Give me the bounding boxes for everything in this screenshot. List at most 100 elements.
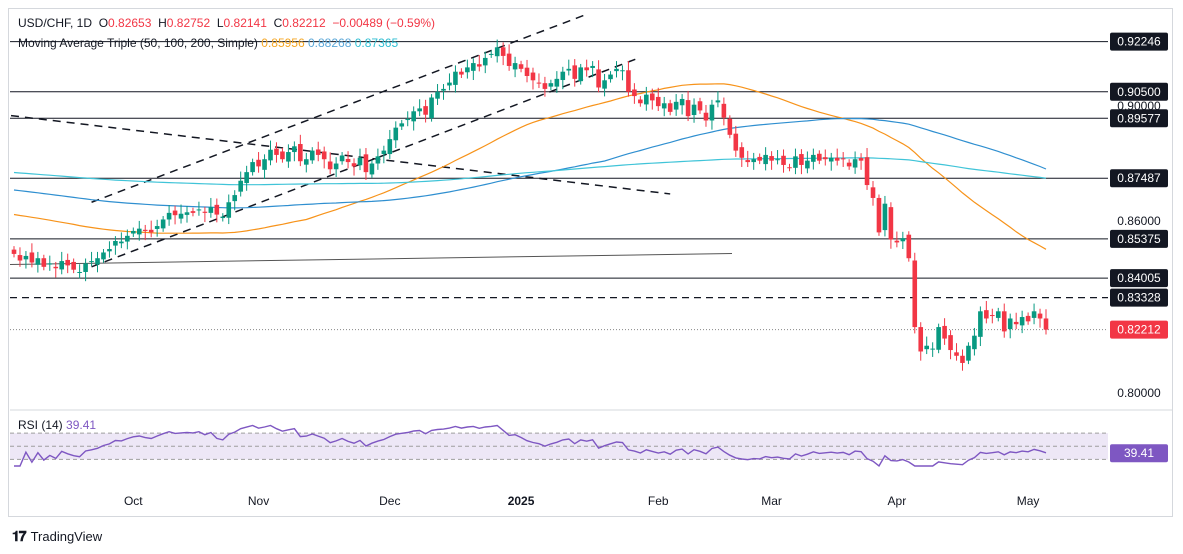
candle — [232, 195, 238, 202]
candle — [369, 163, 375, 175]
candle — [715, 100, 721, 103]
candle — [494, 47, 500, 57]
candle — [769, 156, 774, 161]
sma200-line — [13, 157, 1047, 186]
candle — [811, 154, 816, 162]
candle — [35, 258, 41, 265]
candle — [661, 103, 667, 109]
candle — [131, 230, 136, 234]
candle — [822, 157, 828, 160]
candle — [256, 159, 261, 167]
candle — [518, 64, 524, 69]
candle — [560, 71, 566, 81]
candle — [805, 160, 810, 169]
candle — [572, 65, 578, 79]
candle — [11, 249, 17, 254]
candle — [476, 64, 482, 67]
descending-trendline — [10, 114, 671, 195]
ma100-value: 0.88268 — [308, 36, 352, 50]
candle — [548, 83, 554, 87]
candle — [834, 157, 840, 161]
upper-channel-line — [91, 13, 587, 203]
candle — [1007, 318, 1013, 330]
candle — [1001, 311, 1007, 332]
candle — [673, 101, 679, 110]
candle — [763, 154, 768, 165]
candle — [775, 159, 780, 161]
candle — [936, 327, 941, 350]
level-label-5-bg — [1110, 269, 1168, 288]
candle — [584, 67, 589, 71]
footer-brand[interactable]: 𝟏𝟕 TradingView — [12, 528, 102, 545]
candle — [405, 119, 411, 121]
change-value: −0.00489 (−0.59%) — [332, 16, 436, 30]
candle — [840, 158, 846, 160]
level-label-5: 0.84005 — [1117, 271, 1161, 285]
candle — [697, 101, 703, 111]
level-label-4-bg — [1110, 229, 1168, 248]
x-tick-label-4: Feb — [648, 494, 669, 508]
brand-label: TradingView — [30, 529, 103, 544]
candle — [888, 207, 894, 240]
candle — [954, 352, 959, 356]
candle — [125, 235, 130, 242]
candle — [524, 67, 530, 76]
candle — [309, 150, 315, 161]
ma200-value: 0.87365 — [354, 36, 399, 50]
candle — [1013, 321, 1019, 325]
candle — [578, 67, 584, 82]
level-label-6-bg — [1110, 288, 1168, 307]
last-price-label-bg — [1110, 320, 1168, 339]
level-label-0: 0.92246 — [1117, 35, 1161, 49]
level-label-2-bg — [1110, 109, 1168, 128]
rsi-last-label: 39.41 — [1124, 446, 1154, 460]
candle — [190, 211, 196, 213]
candle — [614, 68, 619, 72]
candle — [960, 355, 965, 363]
candle — [214, 204, 220, 215]
level-label-2: 0.89577 — [1117, 111, 1161, 125]
candle — [17, 255, 23, 261]
candle — [274, 148, 279, 155]
open-value: 0.82653 — [108, 16, 152, 30]
low-value: 0.82141 — [223, 16, 267, 30]
candle — [166, 212, 172, 220]
candle — [942, 325, 947, 339]
candle — [178, 213, 184, 219]
candle — [930, 348, 935, 350]
y-tick-label-0: 0.80000 — [1117, 386, 1161, 400]
symbol-label: USD/CHF, 1D — [18, 16, 93, 30]
candle — [465, 67, 470, 73]
candle — [441, 88, 446, 91]
last-price-label: 0.82212 — [1117, 323, 1161, 337]
candle — [1031, 311, 1037, 318]
candle — [846, 162, 852, 167]
candle — [990, 315, 995, 317]
candle — [870, 187, 876, 198]
candle — [978, 311, 983, 337]
x-tick-label-0: Oct — [124, 494, 143, 508]
candle — [202, 211, 208, 213]
candle — [691, 104, 697, 116]
candle — [113, 241, 118, 246]
candle — [751, 159, 756, 163]
rsi-value: 39.41 — [66, 418, 97, 432]
candle — [375, 156, 381, 164]
candle — [393, 127, 399, 141]
rsi-title: RSI (14) — [18, 418, 63, 432]
candle — [154, 226, 160, 229]
candle — [453, 71, 458, 85]
candle — [512, 63, 518, 70]
candle — [23, 255, 29, 260]
candle — [298, 144, 303, 162]
ma50-value: 0.85956 — [261, 36, 305, 50]
candle — [172, 210, 178, 216]
candle — [351, 163, 357, 167]
candle — [345, 158, 351, 163]
candle — [721, 103, 727, 118]
candle — [321, 151, 327, 160]
symbol-header: USD/CHF, 1D O0.82653 H0.82752 L0.82141 C… — [18, 16, 436, 30]
candle — [596, 69, 601, 88]
candle — [864, 157, 870, 186]
